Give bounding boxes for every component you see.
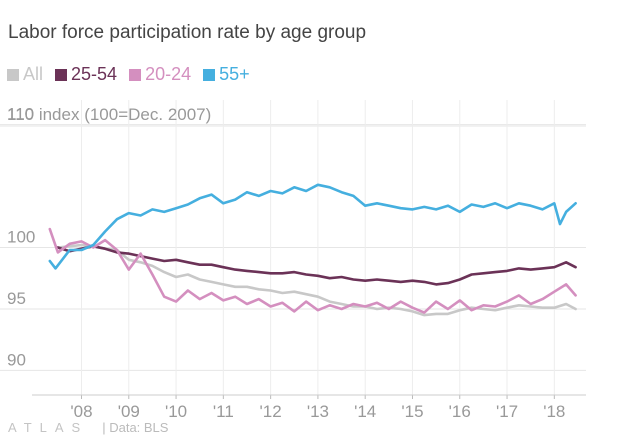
series-line-25-54 xyxy=(56,245,577,286)
x-tick-label-2012: '12 xyxy=(260,402,282,421)
legend-item-55plus[interactable]: 55+ xyxy=(203,64,250,85)
legend-item-20-24[interactable]: 20-24 xyxy=(129,64,191,85)
x-tick-label-2014: '14 xyxy=(354,402,376,421)
legend-item-all[interactable]: All xyxy=(7,64,43,85)
x-tick-label-2008: '08 xyxy=(70,402,92,421)
legend-label-55plus: 55+ xyxy=(219,64,250,84)
series-line-55plus xyxy=(48,183,577,270)
x-tick-label-2013: '13 xyxy=(307,402,329,421)
x-tick-label-2015: '15 xyxy=(401,402,423,421)
series-line-20-24 xyxy=(48,227,577,314)
x-tick-label-2016: '16 xyxy=(449,402,471,421)
y-tick-label-110: 110 xyxy=(7,105,34,124)
legend-swatch-20-24 xyxy=(129,68,142,81)
y-tick-label-90: 90 xyxy=(7,350,26,369)
legend-label-all: All xyxy=(23,64,44,84)
footer: ATLAS | Data: BLS xyxy=(8,420,168,435)
data-source: | Data: BLS xyxy=(102,420,169,435)
legend-label-20-24: 20-24 xyxy=(145,64,192,84)
y-axis-label: index (100=Dec. 2007) xyxy=(39,105,211,124)
legend-label-25-54: 25-54 xyxy=(71,64,118,84)
y-tick-label-top: 110 xyxy=(7,105,39,124)
legend-item-25-54[interactable]: 25-54 xyxy=(55,64,117,85)
y-tick-label-100: 100 xyxy=(7,228,35,247)
x-tick-label-2011: '11 xyxy=(213,402,234,421)
y-axis-unit-label: 110 index (100=Dec. 2007) xyxy=(7,105,211,124)
legend-swatch-all xyxy=(7,68,19,81)
grid xyxy=(0,100,586,399)
x-tick-label-2017: '17 xyxy=(496,402,518,421)
x-tick-label-2018: '18 xyxy=(543,402,565,421)
x-tick-label-2010: '10 xyxy=(165,402,187,421)
legend: All 25-54 20-24 55+ xyxy=(7,64,262,85)
legend-swatch-25-54 xyxy=(55,68,68,81)
atlas-logo: ATLAS xyxy=(8,420,89,435)
y-tick-label-95: 95 xyxy=(7,289,26,308)
series-lines xyxy=(48,183,577,317)
x-tick-label-2009: '09 xyxy=(118,402,140,421)
chart-title: Labor force participation rate by age gr… xyxy=(8,22,367,43)
series-line-all xyxy=(56,243,577,317)
legend-swatch-55plus xyxy=(203,68,216,81)
